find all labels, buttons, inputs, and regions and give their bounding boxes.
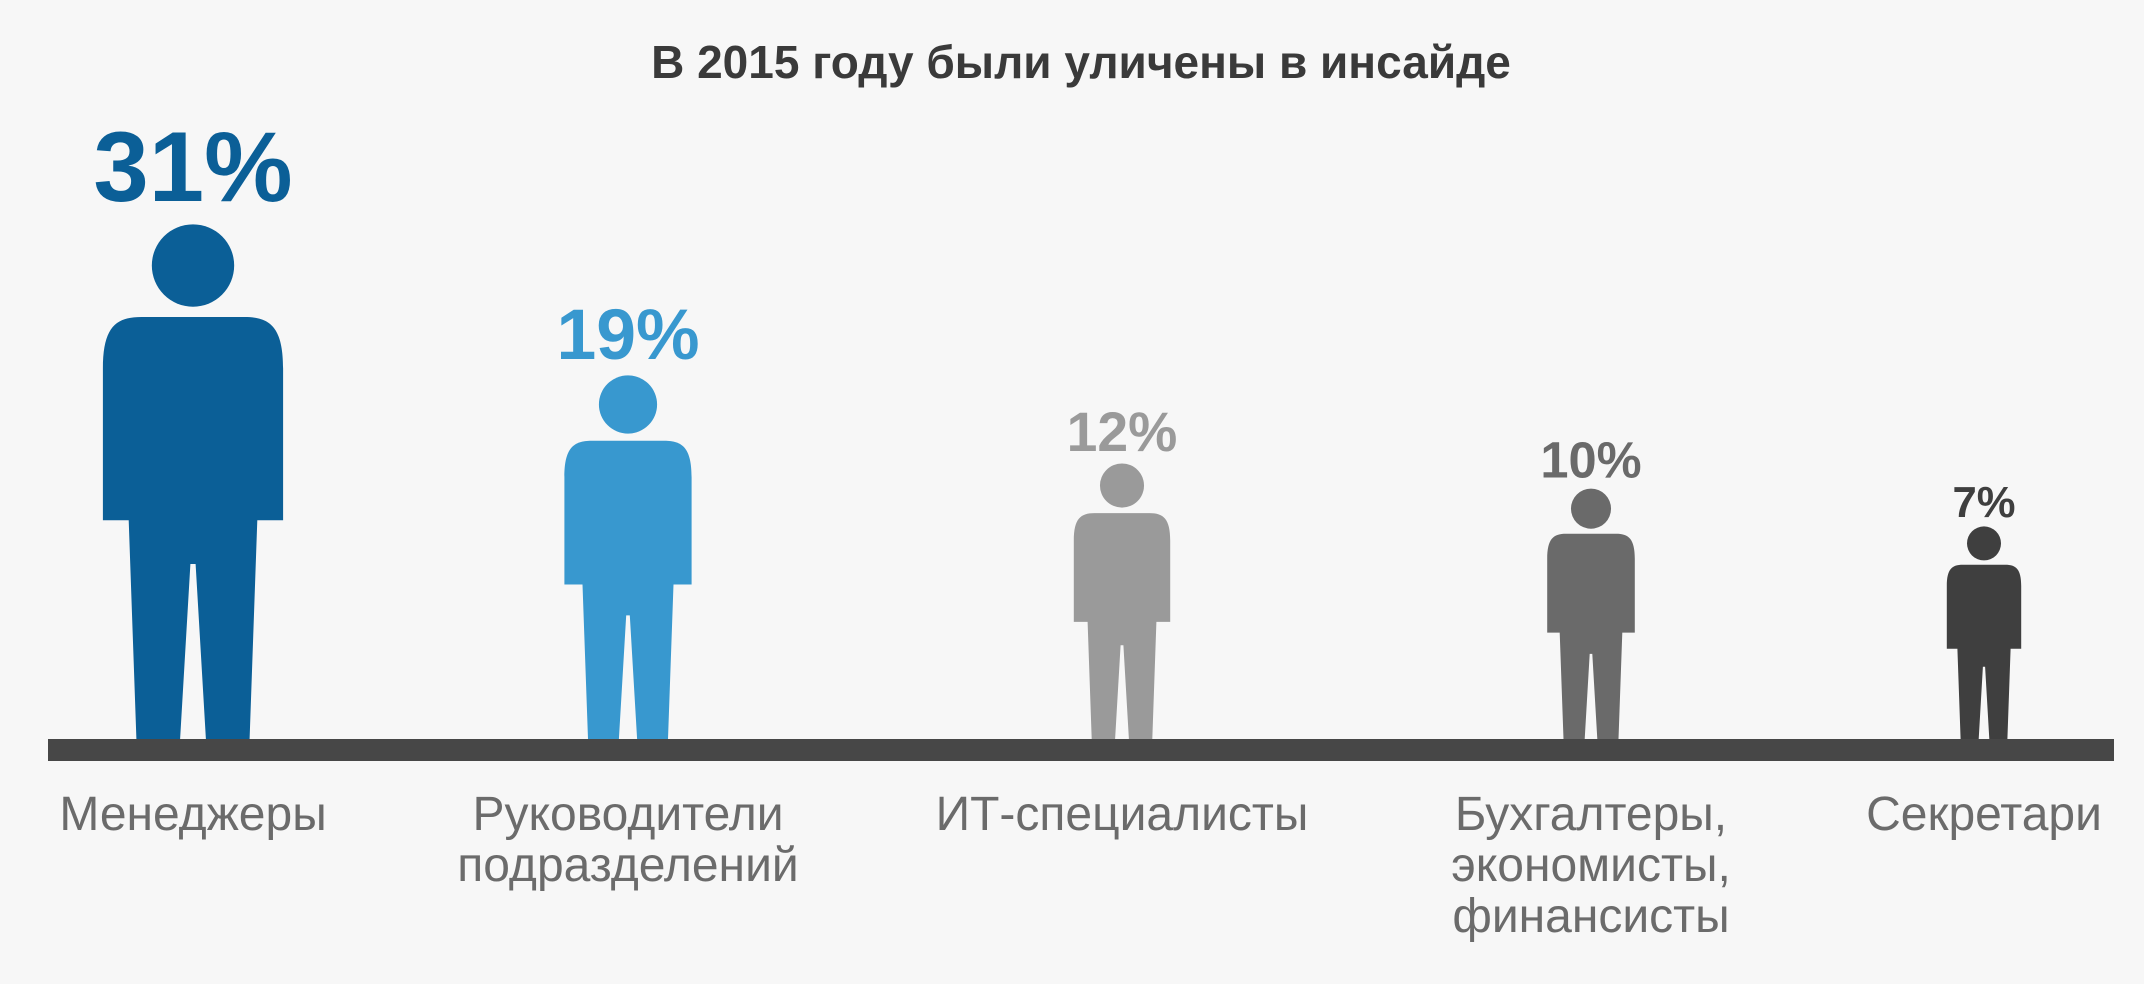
person-head	[151, 224, 235, 307]
category-label: Бухгалтеры, экономисты, финансисты	[1451, 788, 1731, 943]
category-label: Менеджеры	[59, 788, 326, 841]
category-label-line: финансисты	[1452, 890, 1729, 943]
category-label-line: подразделений	[457, 839, 798, 892]
category-label: Руководители подразделений	[457, 788, 798, 892]
value-label: 10%	[1540, 431, 1641, 488]
category-label: Секретари	[1866, 788, 2102, 841]
person-head	[1570, 488, 1612, 529]
person-head	[598, 375, 658, 434]
person-head	[1099, 463, 1145, 508]
person-head	[1966, 526, 2002, 561]
person-body	[1946, 564, 2022, 739]
value-label: 12%	[1067, 401, 1178, 463]
person-figure	[1946, 526, 2022, 739]
person-body	[564, 440, 692, 739]
person-figure	[1073, 463, 1171, 739]
person-body	[102, 317, 284, 739]
person-figure	[102, 224, 284, 739]
category-label-line: Руководители	[472, 788, 783, 841]
category-label-line: Бухгалтеры,	[1455, 788, 1727, 841]
person-figure	[1547, 488, 1635, 739]
person-body	[1547, 533, 1635, 739]
value-label: 31%	[93, 112, 292, 223]
category-label-line: экономисты,	[1451, 839, 1731, 892]
person-body	[1073, 513, 1171, 739]
person-figure	[564, 375, 692, 739]
category-label: ИТ-специалисты	[936, 788, 1309, 841]
value-label: 19%	[556, 295, 699, 375]
ground-line	[48, 739, 2114, 761]
chart-title: В 2015 году были уличены в инсайде	[651, 36, 1511, 88]
value-label: 7%	[1952, 479, 2015, 527]
